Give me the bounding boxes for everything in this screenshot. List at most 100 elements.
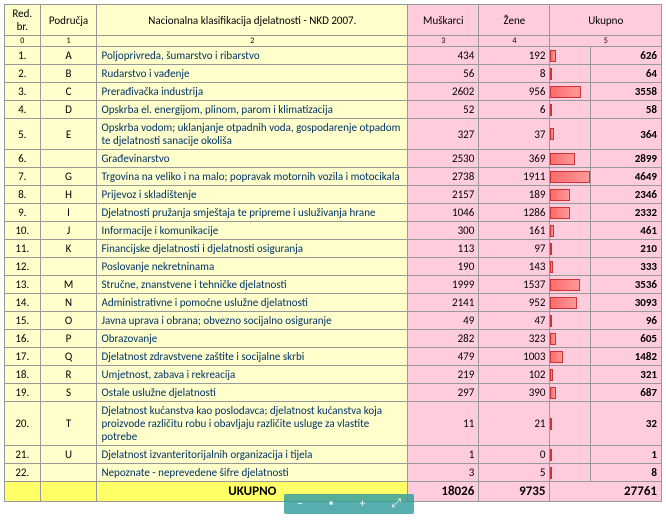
cell-naziv: Administrativne i pomoćne uslužne djelat… bbox=[97, 294, 408, 312]
cell-podrucje: R bbox=[40, 366, 97, 384]
cell-podrucje: S bbox=[40, 384, 97, 402]
cell-naziv: Informacije i komunikacije bbox=[97, 222, 408, 240]
bar-fill bbox=[550, 261, 553, 273]
cell-bar bbox=[550, 402, 590, 446]
cell-bar bbox=[550, 186, 590, 204]
cell-naziv: Djelatnost izvanteritorijalnih organizac… bbox=[97, 446, 408, 464]
cell-ukupno: 333 bbox=[590, 258, 661, 276]
bar-fill bbox=[550, 225, 554, 237]
cell-ukupno: 64 bbox=[590, 65, 661, 83]
bar-fill bbox=[550, 449, 552, 461]
cell-podrucje bbox=[40, 258, 97, 276]
cell-bar bbox=[550, 65, 590, 83]
cell-redbr: 16. bbox=[5, 330, 41, 348]
cell-muskarci: 219 bbox=[408, 366, 479, 384]
table-row: 11.KFinancijske djelatnosti i djelatnost… bbox=[5, 240, 662, 258]
cell-redbr: 4. bbox=[5, 101, 41, 119]
cell-zene: 390 bbox=[479, 384, 550, 402]
bar-fill bbox=[550, 189, 570, 201]
cell-muskarci: 327 bbox=[408, 119, 479, 150]
cell-zene: 0 bbox=[479, 446, 550, 464]
cell-bar bbox=[550, 366, 590, 384]
cell-zene: 5 bbox=[479, 464, 550, 482]
cell-naziv: Prijevoz i skladištenje bbox=[97, 186, 408, 204]
cell-muskarci: 282 bbox=[408, 330, 479, 348]
media-control-overlay[interactable]: – ▪ + ⤢ bbox=[284, 494, 414, 514]
bar-fill bbox=[550, 243, 552, 255]
cell-podrucje: K bbox=[40, 240, 97, 258]
bar-fill bbox=[550, 128, 553, 140]
th-zene: Žene bbox=[479, 5, 550, 36]
th-ukupno: Ukupno bbox=[550, 5, 662, 36]
cell-bar bbox=[550, 330, 590, 348]
cell-naziv: Obrazovanje bbox=[97, 330, 408, 348]
cell-naziv: Umjetnost, zabava i rekreacija bbox=[97, 366, 408, 384]
th-muskarci: Muškarci bbox=[408, 5, 479, 36]
cell-redbr: 15. bbox=[5, 312, 41, 330]
cell-naziv: Ostale uslužne djelatnosti bbox=[97, 384, 408, 402]
cell-bar bbox=[550, 312, 590, 330]
bar-fill bbox=[550, 86, 580, 98]
bar-fill bbox=[550, 207, 570, 219]
bar-fill bbox=[550, 418, 552, 430]
cell-naziv: Financijske djelatnosti i djelatnosti os… bbox=[97, 240, 408, 258]
cell-ukupno: 32 bbox=[590, 402, 661, 446]
total-z: 9735 bbox=[479, 482, 550, 502]
play-icon[interactable]: ▪ bbox=[329, 497, 333, 511]
cell-redbr: 7. bbox=[5, 168, 41, 186]
cell-ukupno: 8 bbox=[590, 464, 661, 482]
cell-podrucje: T bbox=[40, 402, 97, 446]
cell-redbr: 13. bbox=[5, 276, 41, 294]
cell-podrucje: D bbox=[40, 101, 97, 119]
sub-1: 1 bbox=[40, 36, 97, 47]
cell-redbr: 3. bbox=[5, 83, 41, 101]
bar-fill bbox=[550, 68, 552, 80]
sub-2: 2 bbox=[97, 36, 408, 47]
cell-redbr: 1. bbox=[5, 47, 41, 65]
table-row: 19.SOstale uslužne djelatnosti297390687 bbox=[5, 384, 662, 402]
cell-muskarci: 434 bbox=[408, 47, 479, 65]
table-row: 9.IDjelatnosti pružanja smještaja te pri… bbox=[5, 204, 662, 222]
cell-muskarci: 52 bbox=[408, 101, 479, 119]
cell-ukupno: 3558 bbox=[590, 83, 661, 101]
cell-naziv: Trgovina na veliko i na malo; popravak m… bbox=[97, 168, 408, 186]
table-row: 5.EOpskrba vodom; uklanjanje otpadnih vo… bbox=[5, 119, 662, 150]
cell-redbr: 6. bbox=[5, 150, 41, 168]
total-m: 18026 bbox=[408, 482, 479, 502]
cell-bar bbox=[550, 294, 590, 312]
bar-fill bbox=[550, 297, 576, 309]
cell-muskarci: 1 bbox=[408, 446, 479, 464]
cell-redbr: 22. bbox=[5, 464, 41, 482]
table-row: 15.OJavna uprava i obrana; obvezno socij… bbox=[5, 312, 662, 330]
cell-ukupno: 1 bbox=[590, 446, 661, 464]
cell-muskarci: 1046 bbox=[408, 204, 479, 222]
cell-podrucje: H bbox=[40, 186, 97, 204]
cell-bar bbox=[550, 258, 590, 276]
cell-bar bbox=[550, 276, 590, 294]
total-blank2 bbox=[40, 482, 97, 502]
bar-fill bbox=[550, 333, 555, 345]
seek-back-icon[interactable]: – bbox=[297, 497, 303, 511]
table-row: 21.UDjelatnost izvanteritorijalnih organ… bbox=[5, 446, 662, 464]
cell-zene: 6 bbox=[479, 101, 550, 119]
cell-redbr: 17. bbox=[5, 348, 41, 366]
seek-fwd-icon[interactable]: + bbox=[359, 497, 365, 511]
cell-ukupno: 364 bbox=[590, 119, 661, 150]
cell-bar bbox=[550, 168, 590, 186]
cell-bar bbox=[550, 348, 590, 366]
cell-podrucje: A bbox=[40, 47, 97, 65]
expand-icon[interactable]: ⤢ bbox=[391, 497, 401, 511]
cell-zene: 102 bbox=[479, 366, 550, 384]
cell-bar bbox=[550, 150, 590, 168]
table-row: 4.DOpskrba el. energijom, plinom, parom … bbox=[5, 101, 662, 119]
table-row: 7.GTrgovina na veliko i na malo; poprava… bbox=[5, 168, 662, 186]
cell-zene: 952 bbox=[479, 294, 550, 312]
cell-redbr: 18. bbox=[5, 366, 41, 384]
cell-muskarci: 56 bbox=[408, 65, 479, 83]
cell-naziv: Rudarstvo i vađenje bbox=[97, 65, 408, 83]
cell-naziv: Djelatnost kućanstva kao poslodavca; dje… bbox=[97, 402, 408, 446]
table-row: 10.JInformacije i komunikacije300161461 bbox=[5, 222, 662, 240]
cell-naziv: Djelatnosti pružanja smještaja te pripre… bbox=[97, 204, 408, 222]
cell-muskarci: 1999 bbox=[408, 276, 479, 294]
cell-naziv: Opskrba el. energijom, plinom, parom i k… bbox=[97, 101, 408, 119]
